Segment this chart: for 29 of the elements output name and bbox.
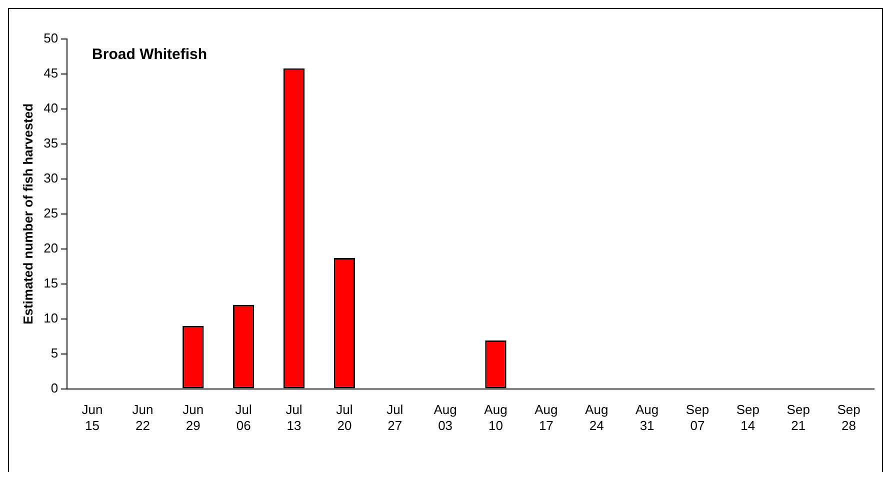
x-tick-label: Jul 27 xyxy=(386,402,404,433)
x-tick-label: Jun 29 xyxy=(182,402,204,433)
x-tick-label: Aug 17 xyxy=(534,402,558,433)
y-tick-label: 25 xyxy=(44,205,58,220)
y-tick-label: 30 xyxy=(44,170,58,186)
y-axis-title: Estimated number of fish harvested xyxy=(20,103,36,324)
x-tick-label: Jun 22 xyxy=(132,402,154,433)
y-tick-label: 5 xyxy=(50,345,58,360)
x-tick-label: Jul 20 xyxy=(336,402,353,433)
y-tick-label: 0 xyxy=(50,380,58,396)
x-tick-label: Aug 10 xyxy=(484,402,508,433)
x-tick-label: Jul 13 xyxy=(286,402,302,433)
x-tick-label: Jun 15 xyxy=(82,402,103,433)
y-tick-label: 40 xyxy=(44,100,58,116)
x-tick-label: Aug 24 xyxy=(585,402,608,433)
y-tick-label: 45 xyxy=(44,66,58,81)
x-tick-label: Sep 21 xyxy=(786,402,810,433)
x-tick-label: Sep 07 xyxy=(686,402,710,433)
y-tick-label: 35 xyxy=(44,136,58,151)
x-tick-label: Aug 31 xyxy=(635,402,659,433)
x-tick-label: Sep 28 xyxy=(837,402,860,433)
text: Broad Whitefish xyxy=(92,46,208,64)
y-tick-label: 15 xyxy=(44,275,58,290)
y-tick-label: 20 xyxy=(44,240,58,256)
x-tick-label: Jul 06 xyxy=(235,402,252,433)
y-tick-label: 10 xyxy=(44,310,58,326)
x-tick-label: Sep 14 xyxy=(736,402,760,433)
y-tick-label: 50 xyxy=(44,30,58,46)
x-tick-label: Aug 03 xyxy=(434,402,457,433)
